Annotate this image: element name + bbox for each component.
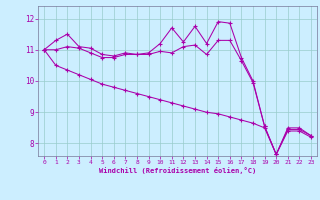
X-axis label: Windchill (Refroidissement éolien,°C): Windchill (Refroidissement éolien,°C): [99, 167, 256, 174]
